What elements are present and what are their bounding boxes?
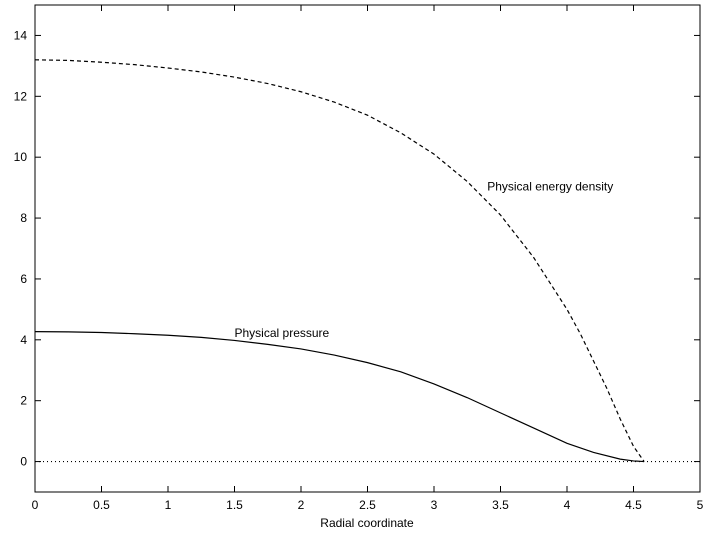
x-tick-label: 5 xyxy=(697,498,703,512)
tick-marks xyxy=(34,5,701,492)
x-tick-label: 2 xyxy=(298,498,305,512)
x-tick-label: 0 xyxy=(32,498,39,512)
y-tick-label: 12 xyxy=(14,89,28,103)
annotation-label: Physical energy density xyxy=(487,180,613,194)
x-tick-label: 4 xyxy=(564,498,571,512)
x-tick-label: 0.5 xyxy=(93,498,110,512)
x-tick-label: 1 xyxy=(165,498,172,512)
series-line-dashed xyxy=(34,59,645,462)
y-tick-label: 8 xyxy=(20,211,27,225)
series-lines xyxy=(34,59,700,463)
y-tick-label: 4 xyxy=(20,333,27,347)
x-tick-label: 3.5 xyxy=(492,498,509,512)
annotation-label: Physical pressure xyxy=(235,326,330,340)
x-tick-labels: 0 0.5 1 1.5 2 2.5 3 3.5 4 4.5 5 xyxy=(32,498,703,512)
y-tick-label: 6 xyxy=(20,272,27,286)
series-line-solid xyxy=(34,330,645,463)
y-tick-labels: 0 2 4 6 8 10 12 14 xyxy=(14,28,28,468)
y-tick-label: 0 xyxy=(20,455,27,469)
y-tick-label: 2 xyxy=(20,394,27,408)
y-tick-label: 14 xyxy=(14,28,28,42)
x-tick-label: 2.5 xyxy=(359,498,376,512)
annotations: Physical energy density Physical pressure xyxy=(235,180,614,340)
x-tick-label: 4.5 xyxy=(625,498,642,512)
x-tick-label: 1.5 xyxy=(226,498,243,512)
x-tick-label: 3 xyxy=(431,498,438,512)
y-tick-label: 10 xyxy=(14,150,28,164)
x-axis-title: Radial coordinate xyxy=(320,516,414,530)
plot-frame xyxy=(34,4,701,493)
